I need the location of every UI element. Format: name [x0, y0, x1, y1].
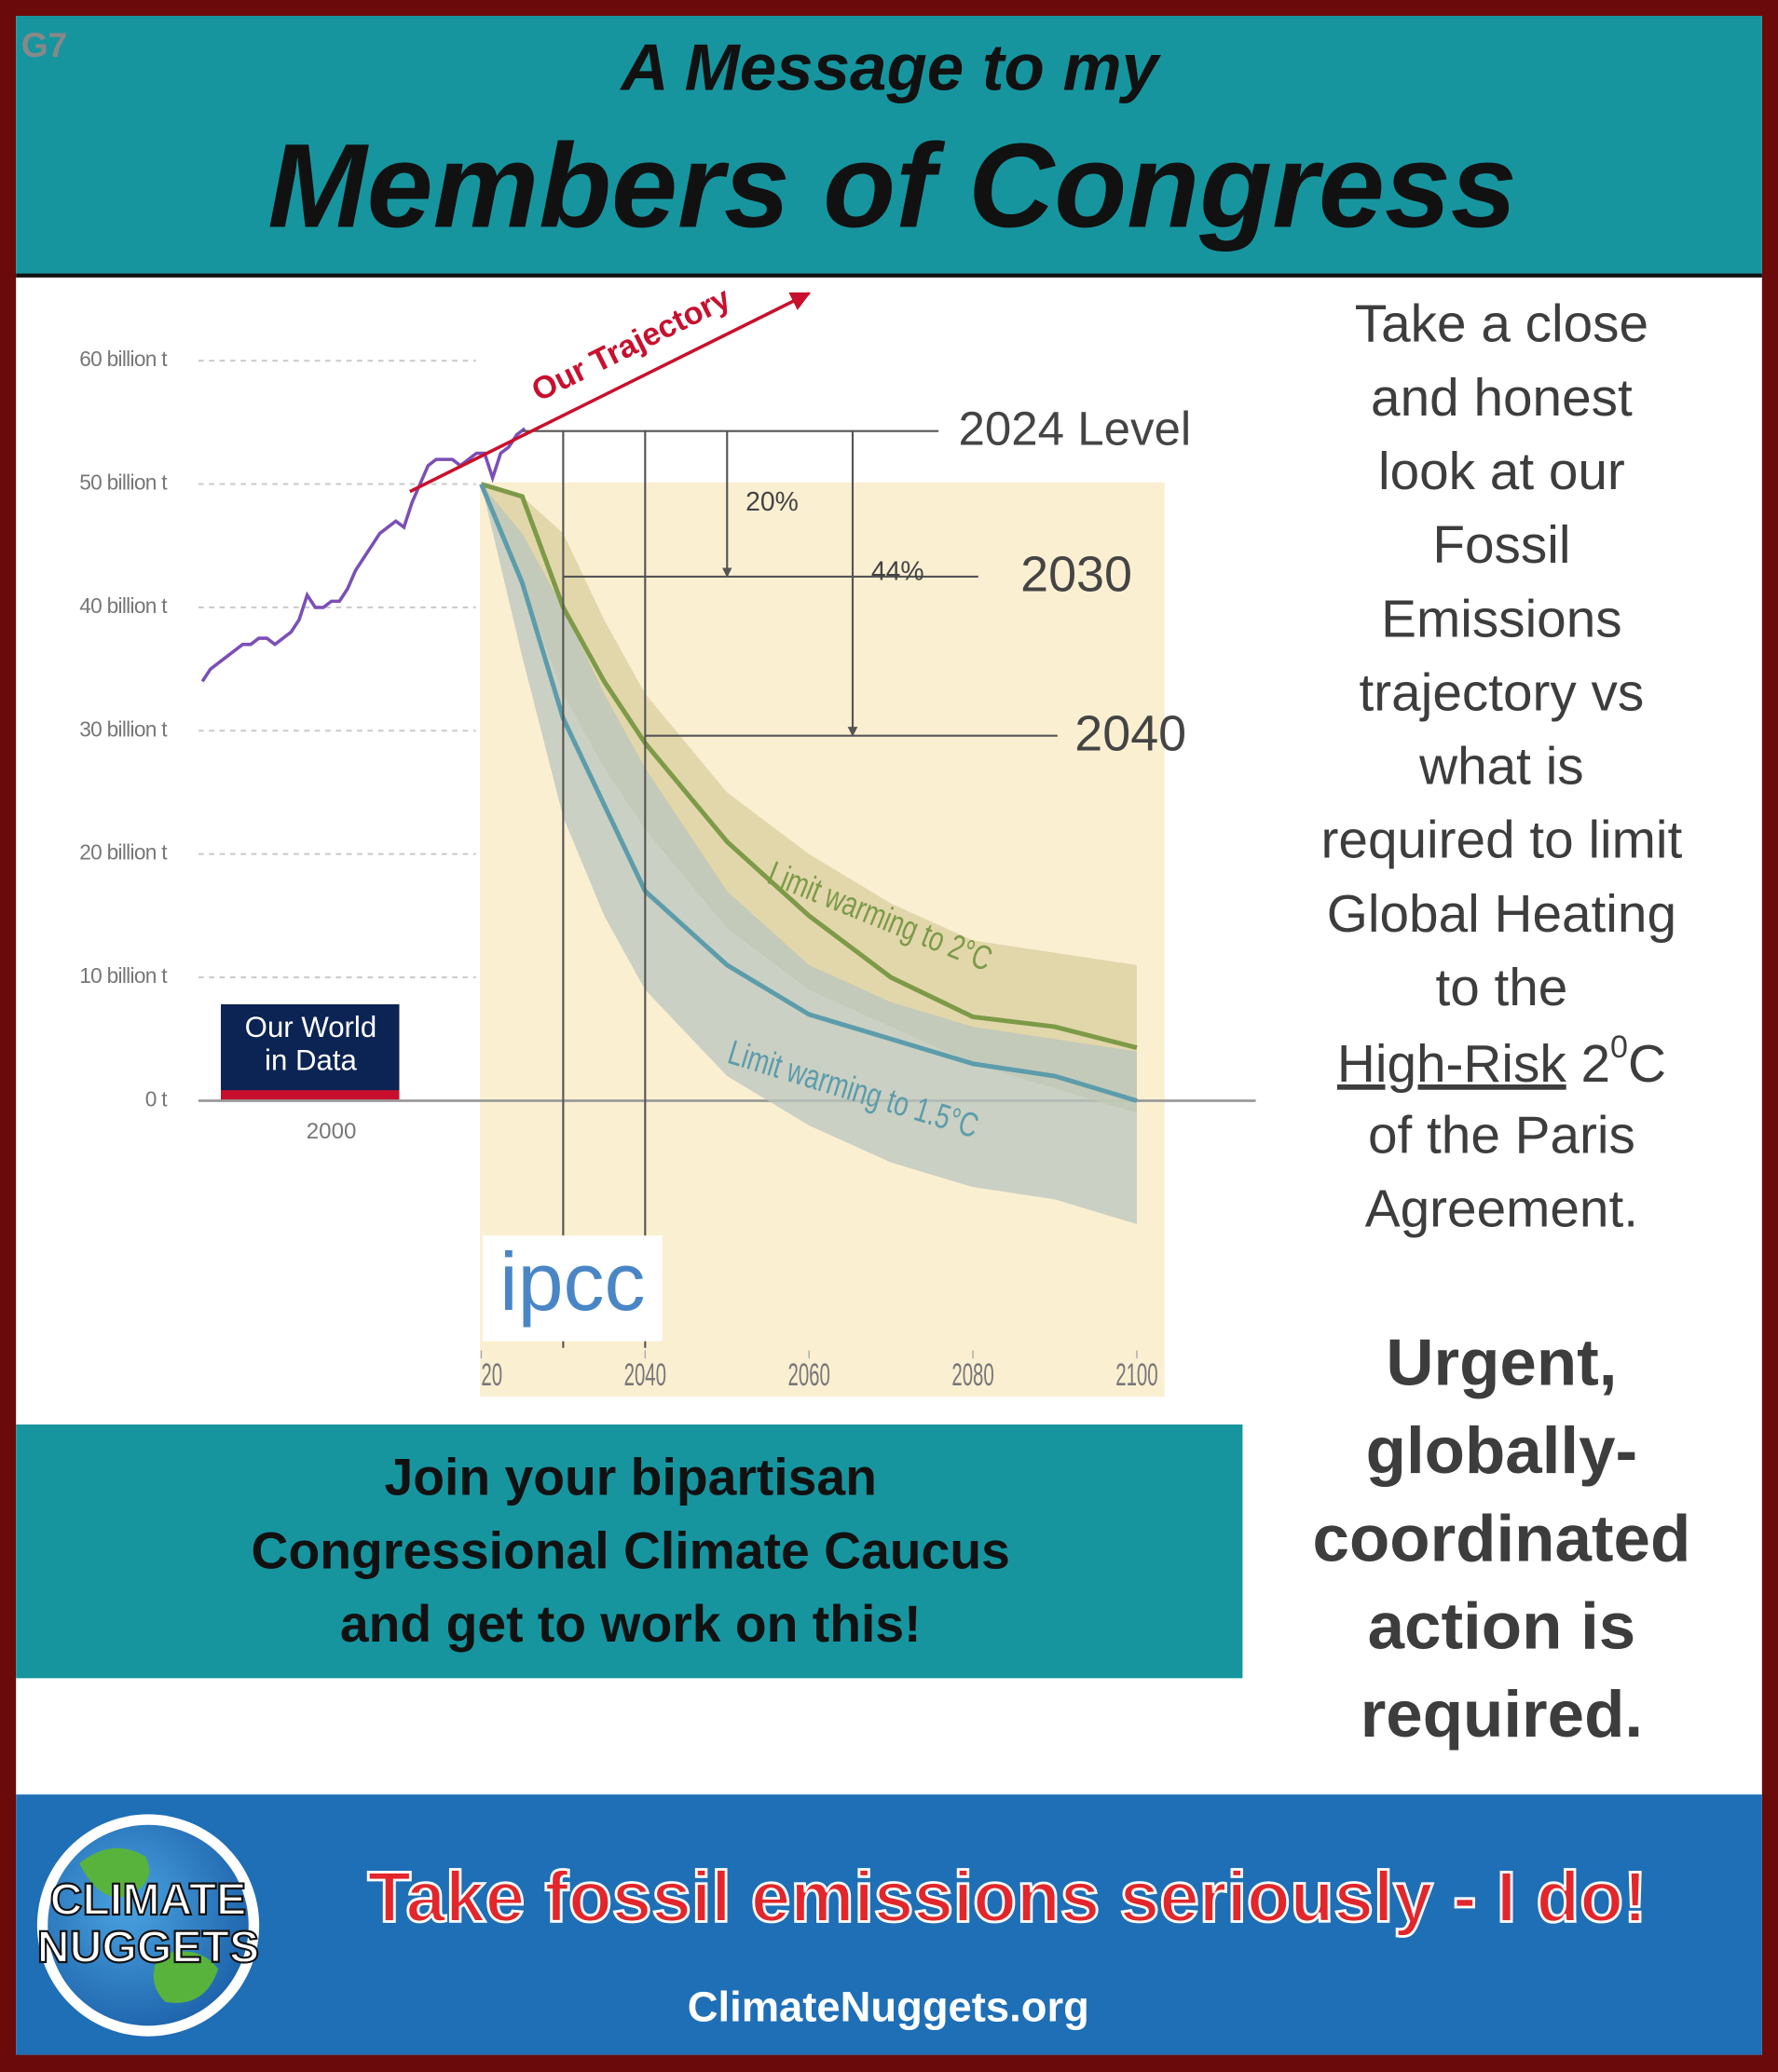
- x-tick-label: 2100: [1115, 1357, 1157, 1393]
- unit: C: [1628, 1035, 1666, 1094]
- header-band: [16, 16, 1762, 276]
- ipcc-logo-text: ipcc: [499, 1235, 645, 1328]
- call-to-action-line: and get to work on this!: [340, 1595, 922, 1653]
- header-title: Members of Congress: [267, 120, 1517, 253]
- series-line: [200, 427, 527, 683]
- trajectory-arrow: [409, 292, 812, 494]
- x-tick-label: 20: [481, 1357, 502, 1393]
- side-text-line: and honest: [1371, 369, 1633, 428]
- underlined-term: High-Risk: [1337, 1035, 1566, 1094]
- x-tick-label: 2080: [951, 1357, 993, 1393]
- series-line: [479, 483, 1138, 1103]
- side-text-line: Fossil: [1432, 516, 1570, 575]
- urgent-line: action is: [1368, 1590, 1636, 1664]
- header-rule: [16, 273, 1762, 278]
- superscript: 0: [1610, 1029, 1628, 1065]
- reference-label: 2024 Level: [958, 402, 1191, 456]
- ipcc-logo: [482, 1235, 663, 1342]
- urgent-line: coordinated: [1313, 1502, 1691, 1575]
- header-line1: A Message to my: [619, 32, 1161, 105]
- call-to-action: Join your bipartisan Congressional Climat…: [252, 1449, 1010, 1653]
- side-text-line: of the Paris: [1368, 1107, 1635, 1166]
- x-tick-label: 2000: [307, 1119, 357, 1144]
- urgent-line: globally-: [1366, 1414, 1638, 1488]
- side-text-line: High-Risk 20C: [1337, 1029, 1666, 1094]
- y-tick-label: 60 billion t: [79, 347, 168, 371]
- side-text-line: required to limit: [1321, 811, 1683, 870]
- owid-logo-text: Our World: [245, 1011, 377, 1043]
- side-text-line: Agreement.: [1365, 1179, 1638, 1238]
- reference-label: 2030: [1020, 547, 1132, 603]
- x-tick-label: 2060: [787, 1357, 829, 1393]
- owid-logo-stripe: [221, 1090, 400, 1100]
- call-to-action-box: [16, 1424, 1243, 1679]
- reduction-label: 20%: [745, 487, 799, 517]
- side-text-line: look at our: [1378, 443, 1625, 501]
- x-tick-label: 2040: [624, 1357, 666, 1393]
- slogan: Take fossil emissions seriously - I do!: [367, 1859, 1647, 1938]
- y-tick-label: 10 billion t: [79, 963, 168, 988]
- y-tick-label: 0 t: [145, 1086, 169, 1111]
- y-tick-label: 30 billion t: [79, 716, 168, 741]
- side-text-line: what is: [1418, 738, 1584, 797]
- footer-url: ClimateNuggets.org: [688, 1983, 1089, 2030]
- y-tick-label: 50 billion t: [79, 470, 168, 495]
- owid-logo-text: in Data: [265, 1044, 357, 1077]
- call-to-action-line: Congressional Climate Caucus: [252, 1521, 1010, 1579]
- series-line: [480, 482, 1138, 1050]
- uncertainty-band: [481, 484, 1137, 1224]
- y-tick-label: 40 billion t: [79, 593, 168, 618]
- side-text-line: to the: [1435, 959, 1567, 1017]
- reduction-label: 44%: [871, 556, 924, 586]
- y-tick-label: 20 billion t: [79, 840, 168, 865]
- number: 2: [1566, 1035, 1610, 1094]
- side-text-line: Global Heating: [1327, 885, 1676, 944]
- logo-text: NUGGETS: [37, 1922, 259, 1972]
- logo-text: CLIMATE: [50, 1874, 247, 1925]
- footer-band: [16, 1794, 1762, 2055]
- logo-land: [79, 1847, 219, 2003]
- corner-label: G7: [21, 26, 67, 64]
- side-text-line: Emissions: [1381, 590, 1621, 648]
- side-text-line: trajectory vs: [1360, 663, 1645, 722]
- reference-label: 2040: [1074, 705, 1186, 761]
- uncertainty-band: [481, 484, 1137, 1113]
- side-text-line: Take a close: [1355, 295, 1648, 354]
- urgent-line: Urgent,: [1386, 1327, 1617, 1400]
- side-text: Take a close and honest look at our Fossil E…: [1313, 295, 1691, 1752]
- call-to-action-line: Join your bipartisan: [384, 1449, 876, 1506]
- owid-logo: [221, 1003, 400, 1100]
- urgent-line: required.: [1361, 1678, 1643, 1752]
